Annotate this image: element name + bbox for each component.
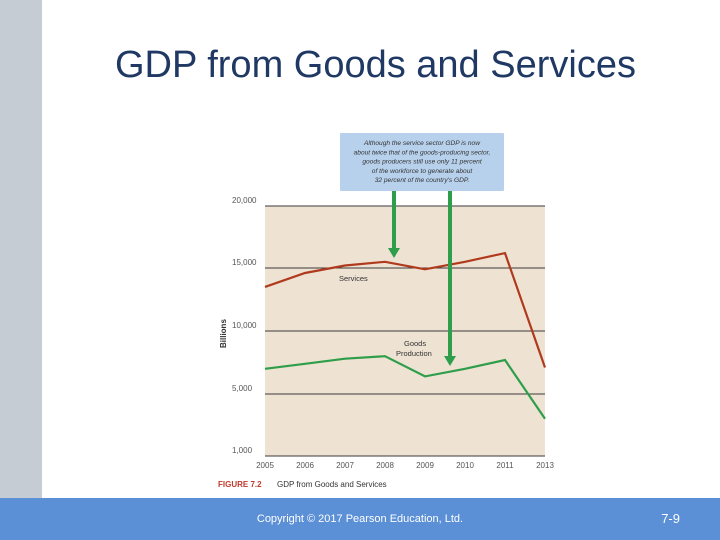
y-tick-label: 15,000 — [232, 258, 257, 267]
y-tick-label: 5,000 — [232, 384, 253, 393]
y-tick-label: 20,000 — [232, 196, 257, 205]
x-tick-label: 2005 — [256, 461, 274, 470]
x-tick-label: 2006 — [296, 461, 314, 470]
callout-text-line: goods producers still use only 11 percen… — [362, 159, 483, 166]
slide-page-number: 7-9 — [661, 511, 680, 526]
callout-text-line: 32 percent of the country's GDP. — [375, 177, 470, 184]
goods-series-label-line1: Goods — [404, 339, 426, 348]
y-tick-label: 10,000 — [232, 321, 257, 330]
callout-text-line: Although the service sector GDP is now — [363, 140, 481, 147]
footer-bar: Copyright © 2017 Pearson Education, Ltd.… — [0, 498, 720, 540]
callout-box — [340, 133, 504, 191]
slide-side-bar — [0, 0, 42, 498]
gdp-line-chart: 1,000 5,000 10,000 15,000 20,000 Billions 2005… — [218, 133, 554, 489]
goods-series-label-line2: Production — [396, 349, 432, 358]
y-axis-label: Billions — [219, 319, 228, 348]
services-series-line — [264, 251, 547, 368]
footer-copyright: Copyright © 2017 Pearson Education, Ltd. — [256, 513, 464, 525]
x-tick-label: 2009 — [416, 461, 434, 470]
callout-arrowhead-services — [388, 248, 400, 258]
x-tick-label: 2010 — [456, 461, 474, 470]
y-tick-label: 1,000 — [232, 446, 253, 455]
x-tick-label: 2013 — [536, 461, 554, 470]
x-tick-label: 2008 — [376, 461, 394, 470]
callout-arrowhead-goods — [444, 356, 456, 366]
callout-text-line: of the workforce to generate about — [372, 168, 474, 175]
callout-text-line: about twice that of the goods-producing … — [354, 149, 491, 156]
x-tick-label: 2011 — [496, 461, 514, 470]
slide-title: GDP from Goods and Services — [115, 44, 636, 86]
figure-number-label: FIGURE 7.2 — [218, 480, 262, 489]
goods-series-line — [264, 355, 546, 420]
services-series-label: Services — [339, 274, 368, 283]
figure-caption: GDP from Goods and Services — [277, 480, 387, 489]
x-tick-label: 2007 — [336, 461, 354, 470]
